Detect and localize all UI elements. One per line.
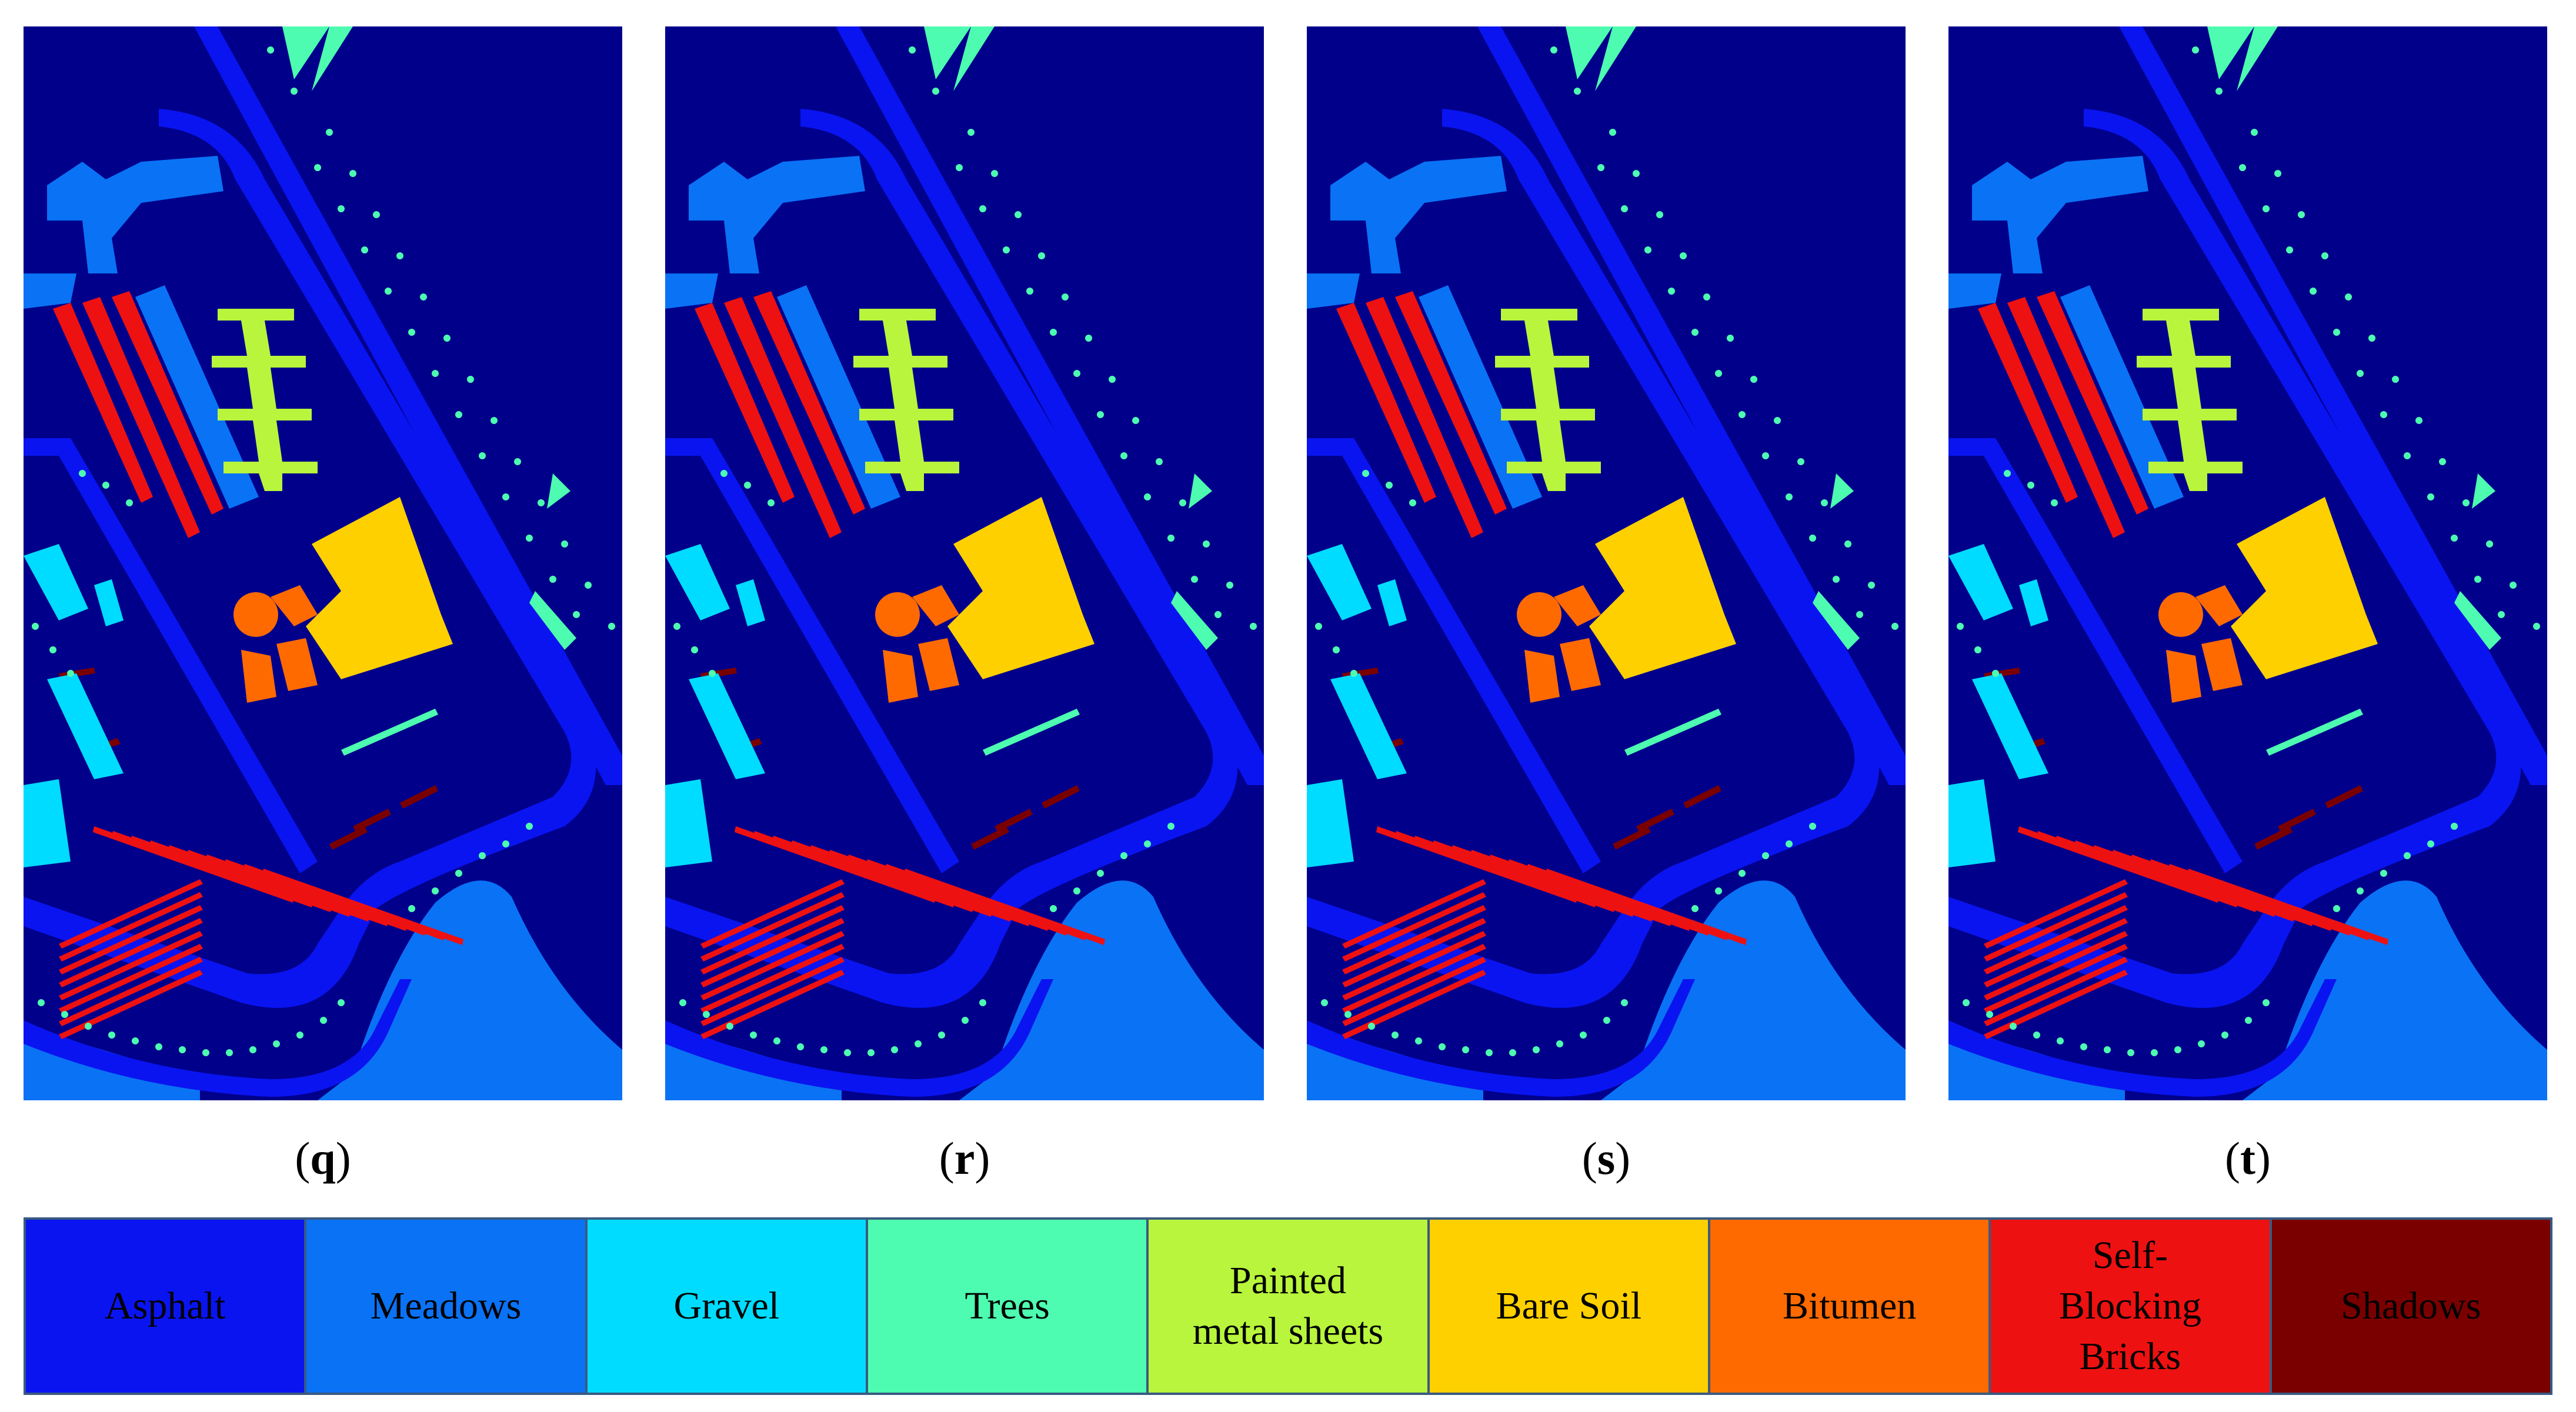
bricks-upper-strips <box>1336 291 1507 538</box>
asphalt-road-inner-left <box>1948 438 2243 873</box>
legend-trees: Trees <box>867 1220 1149 1393</box>
bitumen-round <box>1517 592 1561 637</box>
bitumen-round <box>875 592 920 637</box>
legend-bare-soil: Bare Soil <box>1429 1220 1710 1393</box>
legend-label: Gravel <box>673 1284 780 1328</box>
asphalt-road-bottom <box>665 979 1053 1097</box>
asphalt-road-bottom <box>1307 979 1695 1097</box>
caption-s: (s) <box>1581 1133 1631 1184</box>
asphalt-road-bottom <box>1948 979 2337 1097</box>
meadows-building <box>1330 156 1507 273</box>
bitumen-round <box>233 592 278 637</box>
legend-painted-metal-sheets: Painted metal sheets <box>1149 1220 1430 1393</box>
asphalt-road-loop <box>1307 109 1880 1008</box>
asphalt-road-inner-left <box>24 438 318 873</box>
bricks-parking-rows <box>1984 826 2388 1039</box>
caption-label: s <box>1597 1133 1616 1184</box>
gravel-patches <box>1948 544 2048 867</box>
meadows-bar <box>2060 285 2184 509</box>
asphalt-road-inner-left <box>1307 438 1601 873</box>
meadows-building <box>689 156 865 273</box>
bricks-upper-strips <box>695 291 865 538</box>
legend-asphalt: Asphalt <box>26 1220 307 1393</box>
legend-label: Trees <box>965 1284 1050 1328</box>
classification-map-q <box>24 26 622 1100</box>
bricks-upper-strips <box>1978 291 2148 538</box>
meadows-left-block <box>1948 273 2001 309</box>
bricks-parking-rows <box>700 826 1105 1039</box>
class-legend: Asphalt Meadows Gravel Trees Painted met… <box>24 1217 2552 1395</box>
meadows-field <box>959 880 1264 1100</box>
asphalt-road-diagonal <box>2119 26 2547 785</box>
meadows-field <box>2243 880 2547 1100</box>
gravel-patches <box>24 544 124 867</box>
bricks-parking-rows <box>59 826 463 1039</box>
legend-shadows: Shadows <box>2271 1220 2550 1393</box>
meadows-bar <box>1419 285 1542 509</box>
legend-self-blocking-bricks: Self- Blocking Bricks <box>1991 1220 2272 1393</box>
caption-label: r <box>954 1133 975 1184</box>
painted-metal-sheets <box>212 309 318 491</box>
legend-label: Meadows <box>370 1284 522 1328</box>
legend-gravel: Gravel <box>587 1220 868 1393</box>
asphalt-road-loop <box>665 109 1238 1008</box>
bare-soil-area <box>306 497 453 679</box>
legend-label: Bitumen <box>1782 1284 1917 1328</box>
bitumen-buildings <box>1524 585 1601 703</box>
meadows-left-block <box>665 273 718 309</box>
asphalt-road-bottom <box>24 979 412 1097</box>
asphalt-road-diagonal <box>194 26 622 785</box>
caption-r: (r) <box>939 1133 990 1184</box>
gravel-patches <box>665 544 765 867</box>
legend-meadows: Meadows <box>306 1220 588 1393</box>
bitumen-buildings <box>2166 585 2243 703</box>
asphalt-road-inner-left <box>665 438 959 873</box>
bricks-upper-strips <box>53 291 223 538</box>
asphalt-road-diagonal <box>1477 26 1906 785</box>
bare-soil-area <box>2231 497 2378 679</box>
meadows-field <box>1601 880 1906 1100</box>
asphalt-road-loop <box>24 109 596 1008</box>
bitumen-round <box>2158 592 2203 637</box>
bricks-parking-rows <box>1342 826 1747 1039</box>
classification-map-t <box>1948 26 2547 1100</box>
bare-soil-area <box>947 497 1095 679</box>
meadows-field <box>318 880 622 1100</box>
caption-label: q <box>310 1133 336 1184</box>
bitumen-buildings <box>883 585 959 703</box>
painted-metal-sheets <box>1495 309 1601 491</box>
meadows-bar <box>777 285 900 509</box>
meadows-building <box>1972 156 2148 273</box>
meadows-bar <box>135 285 259 509</box>
asphalt-road-diagonal <box>836 26 1264 785</box>
caption-t: (t) <box>2225 1133 2271 1184</box>
gravel-patches <box>1307 544 1407 867</box>
legend-bitumen: Bitumen <box>1710 1220 1991 1393</box>
meadows-left-block <box>24 273 76 309</box>
painted-metal-sheets <box>853 309 959 491</box>
legend-label: Bare Soil <box>1496 1284 1642 1328</box>
meadows-left-block <box>1307 273 1360 309</box>
asphalt-road-loop <box>1948 109 2521 1008</box>
painted-metal-sheets <box>2137 309 2243 491</box>
legend-label: Shadows <box>2341 1284 2481 1328</box>
bare-soil-area <box>1589 497 1736 679</box>
legend-label: Painted metal sheets <box>1192 1259 1384 1353</box>
legend-label: Self- Blocking Bricks <box>2058 1234 2201 1378</box>
caption-q: (q) <box>295 1133 351 1184</box>
caption-label: t <box>2240 1133 2255 1184</box>
legend-label: Asphalt <box>105 1284 226 1328</box>
classification-map-r <box>665 26 1264 1100</box>
bitumen-buildings <box>241 585 318 703</box>
meadows-building <box>47 156 223 273</box>
classification-map-s <box>1307 26 1906 1100</box>
